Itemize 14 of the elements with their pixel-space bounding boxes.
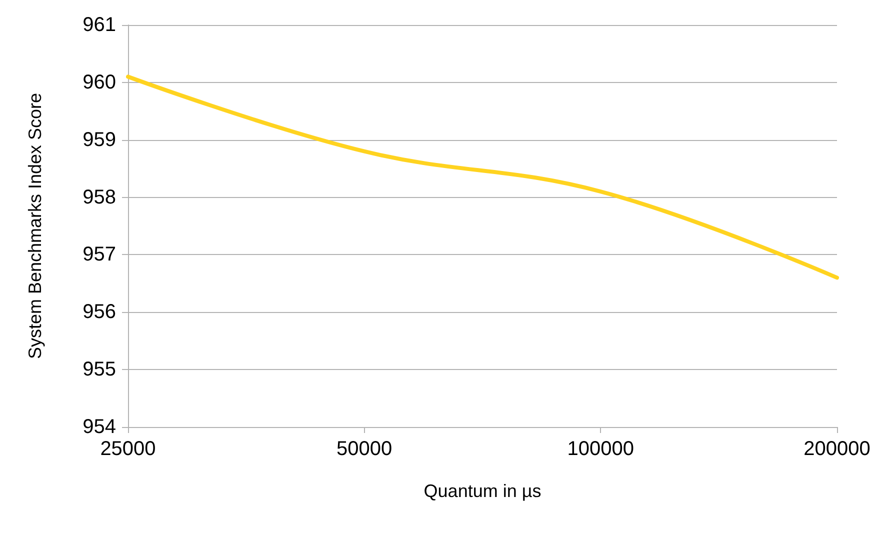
y-tick-label: 955 xyxy=(82,358,116,381)
y-tick-label: 961 xyxy=(82,14,116,36)
x-tick-label: 50000 xyxy=(336,438,392,460)
x-axis-title: Quantum in µs xyxy=(424,481,542,501)
y-tick-label: 958 xyxy=(82,186,116,208)
y-tick-label: 957 xyxy=(82,244,116,266)
y-tick-label: 959 xyxy=(82,128,116,151)
y-tick-label: 954 xyxy=(82,416,116,438)
y-tick-label: 960 xyxy=(82,71,116,94)
y-axis-title: System Benchmarks Index Score xyxy=(25,92,45,360)
x-tick-label: 25000 xyxy=(100,438,156,460)
x-tick-label: 100000 xyxy=(567,438,634,460)
x-tick-label: 200000 xyxy=(804,438,870,460)
y-tick-label: 956 xyxy=(82,301,116,324)
